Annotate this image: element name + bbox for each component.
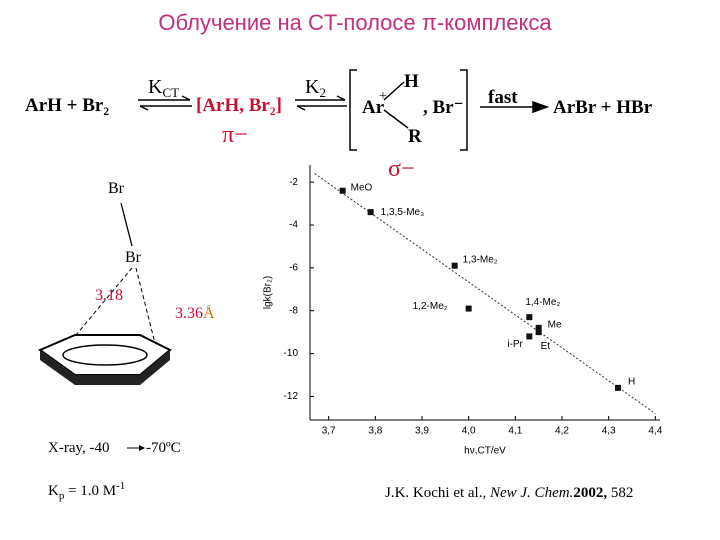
citation-year: 2002, [573, 485, 607, 501]
arrow-head [139, 105, 149, 111]
bond [383, 109, 409, 129]
fit-line [314, 173, 656, 414]
point-label: Et [541, 341, 551, 352]
h-atom: H [404, 71, 419, 92]
x-tick-label: 4,0 [462, 426, 476, 437]
y-tick-label: -4 [289, 220, 298, 231]
x-tick-label: 4,1 [508, 426, 522, 437]
kp-symbol: K [48, 483, 59, 499]
x-tick-label: 3,8 [368, 426, 382, 437]
kp-unit-power: -1 [116, 480, 125, 492]
br-bottom: Br [125, 249, 142, 266]
contact [135, 267, 159, 356]
bond [383, 81, 405, 101]
k-ct-subscript: CT [162, 85, 179, 100]
citation: J.K. Kochi et al., New J. Chem.2002, 582 [385, 485, 633, 501]
point-label: 1,3-Me₂ [463, 254, 498, 265]
y-axis-label: lgk(Br₂) [263, 276, 274, 309]
data-point [535, 329, 542, 336]
pi-complex: [ArH, Br₂] [196, 95, 282, 116]
arrow-head [532, 100, 550, 114]
data-point [535, 324, 542, 331]
y-tick-label: -12 [284, 391, 299, 402]
bromide: , Br⁻ [423, 97, 464, 118]
xray-label: X-ray, -40 [48, 440, 110, 456]
aromatic-circle [62, 344, 148, 366]
citation-journal: New J. Chem. [489, 485, 573, 501]
slide-title: Облучение на CT-полосе π-комплекса [158, 10, 552, 35]
bracket [460, 69, 468, 151]
x-tick-label: 4,3 [602, 426, 616, 437]
bracket [349, 69, 357, 151]
data-point [526, 314, 533, 321]
x-tick-label: 4,2 [555, 426, 569, 437]
kp-value: = 1.0 M [64, 483, 116, 499]
k-2: K2 [305, 76, 326, 100]
point-label: i-Pr [507, 339, 523, 350]
k-2-symbol: K [305, 76, 320, 98]
k-ct: KCT [148, 76, 179, 100]
ar: Ar [362, 97, 385, 118]
arrow-head [139, 445, 145, 451]
data-point [465, 305, 472, 312]
bond [120, 202, 133, 247]
kp-subscript: p [59, 490, 65, 502]
benzene-edge [40, 350, 170, 385]
point-label: 1,3,5-Me₃ [381, 207, 425, 218]
br-top: Br [108, 180, 125, 197]
scheme-graphics [138, 69, 550, 151]
chart: -2 -4 -6 -8 -10 -12 3,7 3,8 3,9 4,0 4,1 4,2 4,3 4,4 hν… [263, 165, 663, 457]
r-group: R [408, 126, 422, 147]
contact [75, 267, 133, 336]
data-point [367, 209, 374, 216]
plus-charge: + [379, 89, 387, 104]
y-tick-label: -2 [289, 177, 298, 188]
y-tick-label: -8 [289, 305, 298, 316]
point-label: MeO [351, 182, 373, 193]
pi-label: π− [222, 122, 248, 148]
k-2-subscript: 2 [319, 85, 326, 100]
data-point [615, 384, 621, 391]
point-label: 1,4-Me₂ [525, 297, 560, 308]
point-label: Me [548, 319, 562, 330]
arrow-head [296, 105, 306, 111]
arrow-head [181, 95, 191, 101]
y-tick-label: -10 [284, 348, 299, 359]
arrow-head [336, 95, 346, 101]
citation-authors: J.K. Kochi et al., [385, 485, 490, 501]
distance-2-value: 3.36 [175, 305, 203, 322]
y-tick-label: -6 [289, 262, 298, 273]
xray-end: -70ºC [146, 440, 181, 456]
data-point [451, 262, 458, 269]
x-tick-label: 4,4 [648, 426, 662, 437]
distance-2: 3.36Å [175, 304, 215, 322]
x-axis-label: hν,CT/eV [464, 446, 506, 457]
reactants: ArH + Br₂ [25, 95, 109, 116]
k-ct-symbol: K [148, 76, 163, 98]
data-point [339, 187, 346, 194]
structure: Br Br 3.18 3.36Å X-ray, -40 -70ºC Kp = 1… [37, 180, 215, 502]
point-label: 1,2-Me₂ [413, 301, 448, 312]
citation-page: 582 [607, 485, 633, 501]
x-tick-label: 3,7 [322, 426, 336, 437]
fast-label: fast [488, 87, 518, 108]
products: ArBr + HBr [553, 97, 653, 118]
data-point [526, 333, 533, 340]
angstrom: Å [203, 304, 215, 322]
sigma-label: σ− [388, 156, 414, 182]
x-tick-label: 3,9 [415, 426, 429, 437]
point-label: H [628, 376, 635, 387]
kp-label: Kp = 1.0 M-1 [48, 480, 125, 502]
